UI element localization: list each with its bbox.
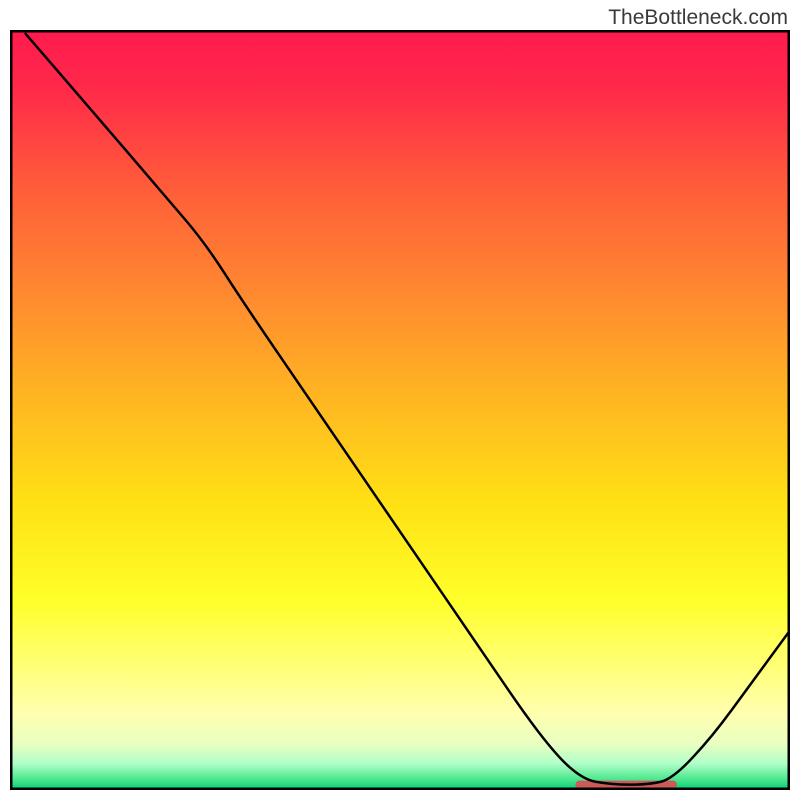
chart-container <box>10 30 790 790</box>
bottleneck-chart <box>10 30 790 790</box>
watermark-text: TheBottleneck.com <box>608 6 788 30</box>
